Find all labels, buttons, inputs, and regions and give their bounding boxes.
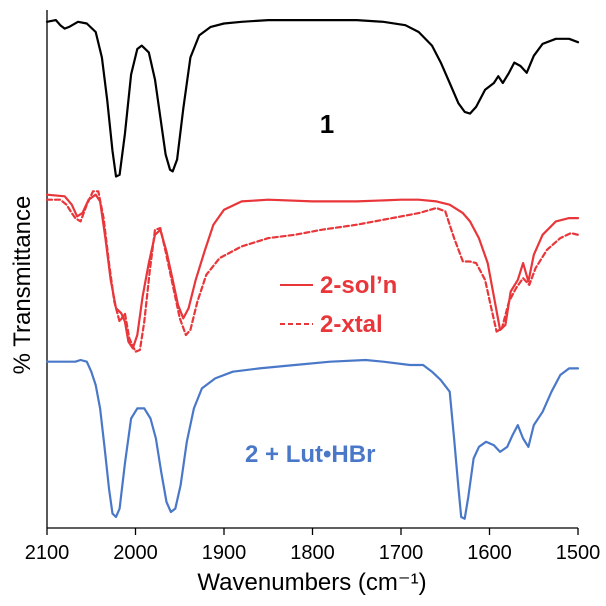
x-tick-label: 2000 [113,542,158,564]
x-tick-label: 1800 [290,542,335,564]
x-tick-label: 1900 [202,542,247,564]
x-tick-label: 2100 [25,542,70,564]
x-axis-tick-labels: 2100 2000 1900 1800 1700 1600 1500 [25,542,601,564]
label-compound-1: 1 [320,109,334,139]
spectrum-traces [45,19,580,520]
series-line-4 [45,358,580,520]
legend-solid-label: 2-sol’n [320,272,397,299]
series-line-3 [45,190,580,353]
legend-dashed-label: 2-xtal [320,311,383,338]
x-axis-ticks [46,528,579,535]
y-axis-title: % Transmittance [9,196,36,375]
label-lut-hbr: 2 + Lut•HBr [245,441,375,468]
series-line-1 [45,19,580,178]
x-axis-title: Wavenumbers (cm⁻¹) [197,569,426,596]
x-tick-label: 1700 [379,542,424,564]
x-tick-label: 1500 [556,542,601,564]
x-tick-label: 1600 [467,542,512,564]
legend: 2-sol’n 2-xtal [280,272,397,338]
